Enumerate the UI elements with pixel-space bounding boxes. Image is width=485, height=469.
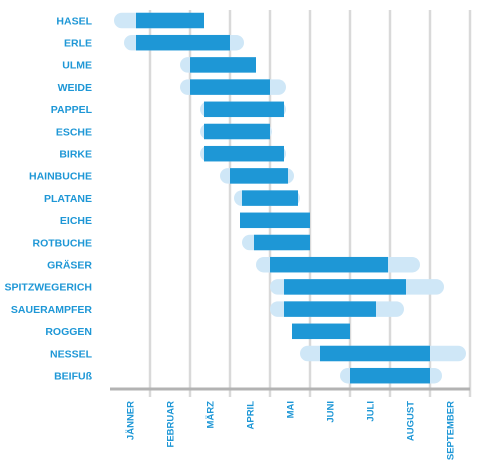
main-bar <box>242 190 298 206</box>
plant-row <box>240 212 310 229</box>
plant-row <box>220 168 294 184</box>
main-bar <box>136 12 204 29</box>
grid-layer <box>148 10 472 397</box>
plant-row <box>200 145 286 162</box>
row-label: HAINBUCHE <box>29 171 92 183</box>
row-label: PLATANE <box>44 193 92 205</box>
row-label: ULME <box>62 60 92 72</box>
row-label: ROTBUCHE <box>33 237 93 249</box>
main-bar <box>240 212 310 229</box>
main-bar <box>292 323 350 340</box>
main-bar <box>204 101 284 118</box>
plant-row <box>270 279 444 295</box>
row-label: PAPPEL <box>51 104 93 116</box>
main-bar <box>204 123 270 140</box>
row-label: HASEL <box>56 15 92 27</box>
plant-row <box>124 34 244 51</box>
row-label: WEIDE <box>58 82 92 94</box>
month-label: SEPTEMBER <box>446 401 457 460</box>
main-bar <box>190 79 270 95</box>
main-bar <box>350 367 430 384</box>
main-bar <box>284 279 406 295</box>
plant-row <box>292 323 350 340</box>
row-label: BIRKE <box>59 149 92 161</box>
main-bar <box>254 234 310 251</box>
month-label: AUGUST <box>406 401 417 441</box>
main-bar <box>270 256 388 273</box>
main-bar <box>190 57 256 73</box>
row-label: NESSEL <box>50 348 93 360</box>
plant-row <box>114 12 204 29</box>
month-label: APRIL <box>246 401 257 430</box>
month-label: JUNI <box>326 401 337 423</box>
plant-row <box>200 101 286 118</box>
label-layer: HASEL ERLE ULME WEIDE PAPPEL ESCHE BIRKE HAINBU… <box>4 15 456 460</box>
main-bar <box>320 345 430 362</box>
row-label: ERLE <box>64 38 92 50</box>
bar-layer <box>114 12 466 384</box>
plant-row <box>234 190 300 206</box>
row-label: ROGGEN <box>45 326 92 338</box>
month-label: JULI <box>366 401 377 422</box>
month-label: JÄNNER <box>126 401 137 440</box>
row-label: SPITZWEGERICH <box>4 282 92 294</box>
plant-row <box>180 79 286 95</box>
plant-row <box>340 367 442 384</box>
month-label: MAI <box>286 401 297 418</box>
month-label: MÄRZ <box>206 401 217 429</box>
main-bar <box>284 301 376 317</box>
row-label: GRÄSER <box>47 259 92 272</box>
plant-row <box>200 123 272 140</box>
plant-row <box>270 301 404 317</box>
plant-row <box>242 234 310 251</box>
plant-row <box>256 256 420 273</box>
main-bar <box>204 145 284 162</box>
row-label: BEIFUß <box>54 371 93 383</box>
row-label: SAUERAMPFER <box>11 304 93 316</box>
month-label: FEBRUAR <box>166 401 177 448</box>
plant-row <box>180 57 256 73</box>
main-bar <box>136 34 230 51</box>
row-label: EICHE <box>60 215 92 227</box>
plant-row <box>300 345 466 362</box>
row-label: ESCHE <box>56 126 92 138</box>
main-bar <box>230 168 288 184</box>
